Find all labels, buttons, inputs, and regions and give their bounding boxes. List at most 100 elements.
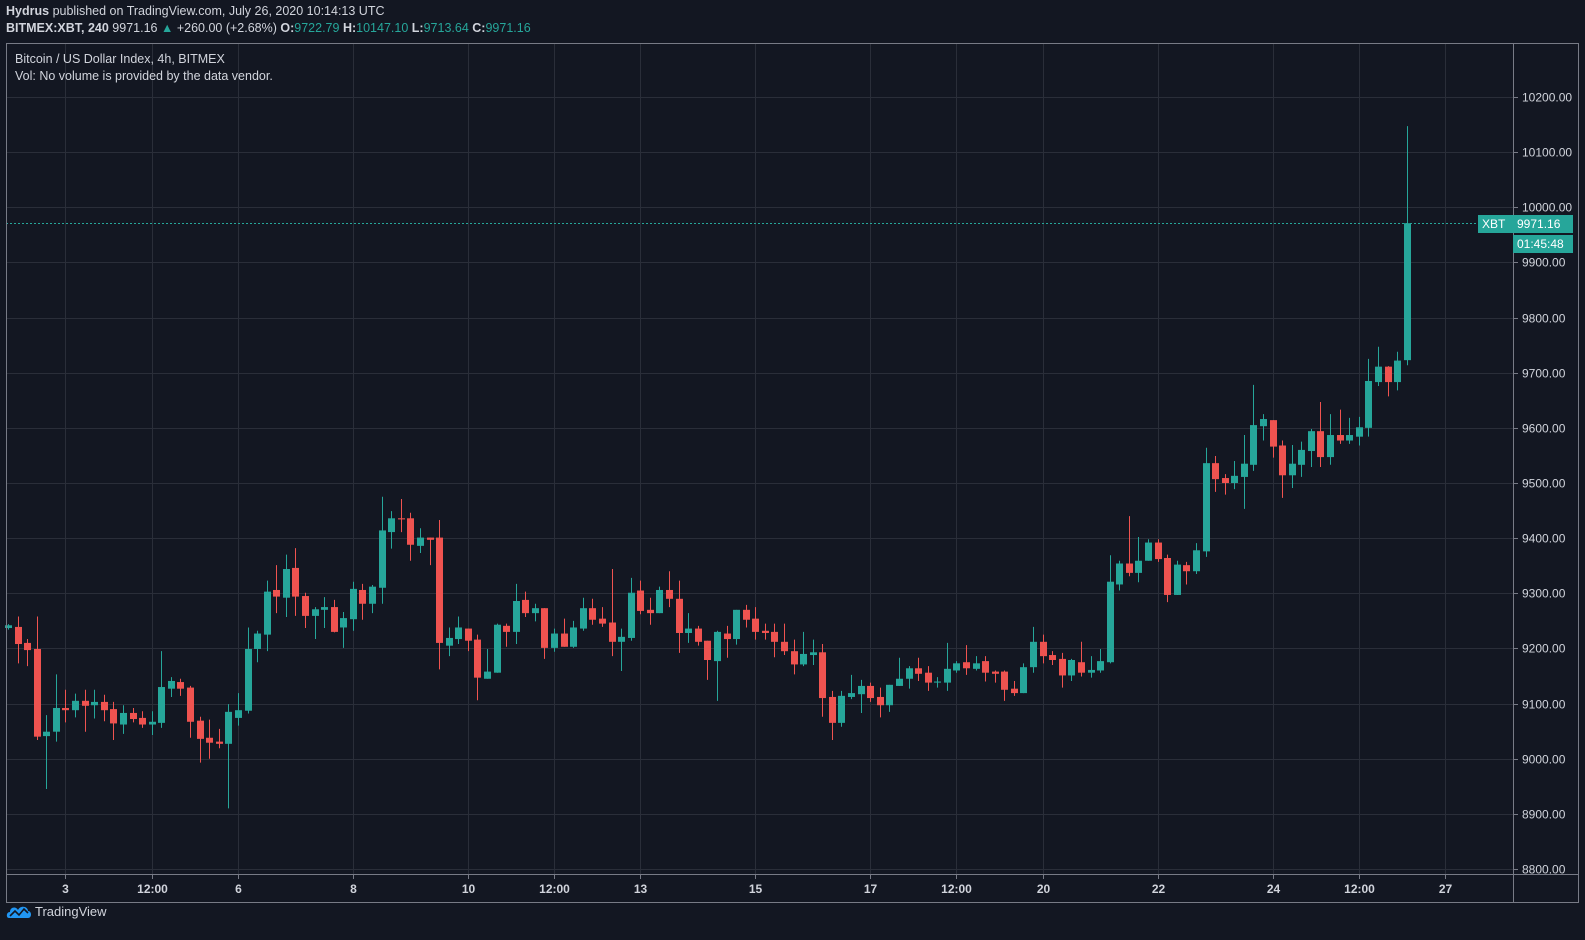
- candle-down[interactable]: [609, 569, 616, 657]
- candle-up[interactable]: [455, 616, 462, 645]
- candle-down[interactable]: [992, 670, 999, 683]
- candle-up[interactable]: [810, 639, 817, 665]
- candle-up[interactable]: [551, 628, 558, 652]
- candle-down[interactable]: [273, 565, 280, 614]
- candle-down[interactable]: [877, 687, 884, 718]
- candle-up[interactable]: [1068, 658, 1075, 681]
- author-name[interactable]: Hydrus: [6, 4, 50, 18]
- candle-up[interactable]: [235, 693, 242, 726]
- candle-down[interactable]: [1155, 539, 1162, 562]
- candle-up[interactable]: [53, 674, 60, 742]
- candle-up[interactable]: [149, 711, 156, 736]
- candle-down[interactable]: [829, 690, 836, 740]
- candle-up[interactable]: [1193, 543, 1200, 574]
- candle-up[interactable]: [1365, 358, 1372, 437]
- candle-up[interactable]: [1030, 626, 1037, 673]
- candle-down[interactable]: [589, 598, 596, 625]
- candle-up[interactable]: [580, 597, 587, 631]
- candle-up[interactable]: [656, 586, 663, 614]
- candle-up[interactable]: [906, 666, 913, 689]
- candle-up[interactable]: [1174, 560, 1181, 595]
- candle-up[interactable]: [245, 627, 252, 714]
- candle-down[interactable]: [1011, 680, 1018, 696]
- candle-down[interactable]: [676, 580, 683, 653]
- candle-down[interactable]: [771, 623, 778, 658]
- candle-up[interactable]: [1346, 417, 1353, 444]
- candle-up[interactable]: [1097, 648, 1104, 673]
- candle-up[interactable]: [1250, 384, 1257, 471]
- candle-up[interactable]: [494, 623, 501, 673]
- candle-down[interactable]: [647, 597, 654, 625]
- candle-down[interactable]: [541, 608, 548, 659]
- candle-down[interactable]: [724, 625, 731, 658]
- candle-up[interactable]: [1356, 416, 1363, 446]
- candle-down[interactable]: [331, 599, 338, 633]
- candle-up[interactable]: [1260, 414, 1267, 441]
- candle-up[interactable]: [1241, 435, 1248, 509]
- candle-down[interactable]: [963, 645, 970, 675]
- candle-up[interactable]: [312, 607, 319, 640]
- candle-up[interactable]: [618, 628, 625, 672]
- candle-up[interactable]: [1308, 428, 1315, 468]
- candle-down[interactable]: [110, 701, 117, 740]
- candle-down[interactable]: [398, 498, 405, 533]
- candle-down[interactable]: [130, 707, 137, 723]
- candle-down[interactable]: [1183, 561, 1190, 585]
- candle-down[interactable]: [359, 583, 366, 620]
- candle-up[interactable]: [838, 690, 845, 727]
- candle-down[interactable]: [197, 716, 204, 763]
- candle-down[interactable]: [925, 666, 932, 691]
- candle-up[interactable]: [953, 661, 960, 673]
- candle-up[interactable]: [254, 630, 261, 663]
- candle-down[interactable]: [1212, 455, 1219, 492]
- candle-up[interactable]: [1135, 537, 1142, 583]
- candle-down[interactable]: [216, 728, 223, 749]
- candle-down[interactable]: [1049, 651, 1056, 665]
- candle-down[interactable]: [695, 625, 702, 646]
- candle-down[interactable]: [1337, 409, 1344, 444]
- candle-down[interactable]: [503, 623, 510, 647]
- candle-up[interactable]: [484, 648, 491, 679]
- candle-down[interactable]: [819, 644, 826, 717]
- candle-up[interactable]: [417, 528, 424, 554]
- candle-up[interactable]: [1298, 441, 1305, 477]
- candle-down[interactable]: [62, 689, 69, 723]
- candle-down[interactable]: [1126, 516, 1133, 577]
- candle-down[interactable]: [465, 628, 472, 652]
- candle-up[interactable]: [685, 613, 692, 643]
- candle-up[interactable]: [1116, 560, 1123, 591]
- candle-up[interactable]: [1020, 663, 1027, 694]
- candle-down[interactable]: [1059, 652, 1066, 688]
- candle-up[interactable]: [886, 684, 893, 712]
- candle-up[interactable]: [532, 603, 539, 622]
- candle-down[interactable]: [407, 512, 414, 561]
- candle-down[interactable]: [1164, 554, 1171, 603]
- candle-down[interactable]: [15, 616, 22, 664]
- candle-down[interactable]: [292, 548, 299, 616]
- candle-down[interactable]: [1222, 474, 1229, 495]
- candle-up[interactable]: [1231, 460, 1238, 490]
- candle-down[interactable]: [752, 607, 759, 640]
- candle-down[interactable]: [34, 616, 41, 740]
- candle-down[interactable]: [522, 591, 529, 617]
- candle-up[interactable]: [1107, 555, 1114, 664]
- candle-up[interactable]: [628, 577, 635, 641]
- candle-down[interactable]: [187, 685, 194, 738]
- candle-up[interactable]: [733, 609, 740, 645]
- candle-down[interactable]: [867, 682, 874, 702]
- candle-down[interactable]: [915, 657, 922, 681]
- candle-up[interactable]: [43, 715, 50, 790]
- candle-up[interactable]: [225, 704, 232, 809]
- candle-down[interactable]: [982, 656, 989, 682]
- candle-up[interactable]: [1145, 539, 1152, 561]
- candle-down[interactable]: [781, 623, 788, 656]
- candle-up[interactable]: [973, 656, 980, 671]
- candle-down[interactable]: [177, 678, 184, 696]
- candle-down[interactable]: [82, 689, 89, 732]
- candle-up[interactable]: [283, 554, 290, 617]
- candle-down[interactable]: [637, 580, 644, 615]
- candle-down[interactable]: [704, 640, 711, 680]
- price-axis[interactable]: 10200.00 10100.00 10000.00 9900.00 9800.00 97…: [1513, 91, 1572, 877]
- candle-down[interactable]: [666, 571, 673, 608]
- candle-up[interactable]: [72, 693, 79, 718]
